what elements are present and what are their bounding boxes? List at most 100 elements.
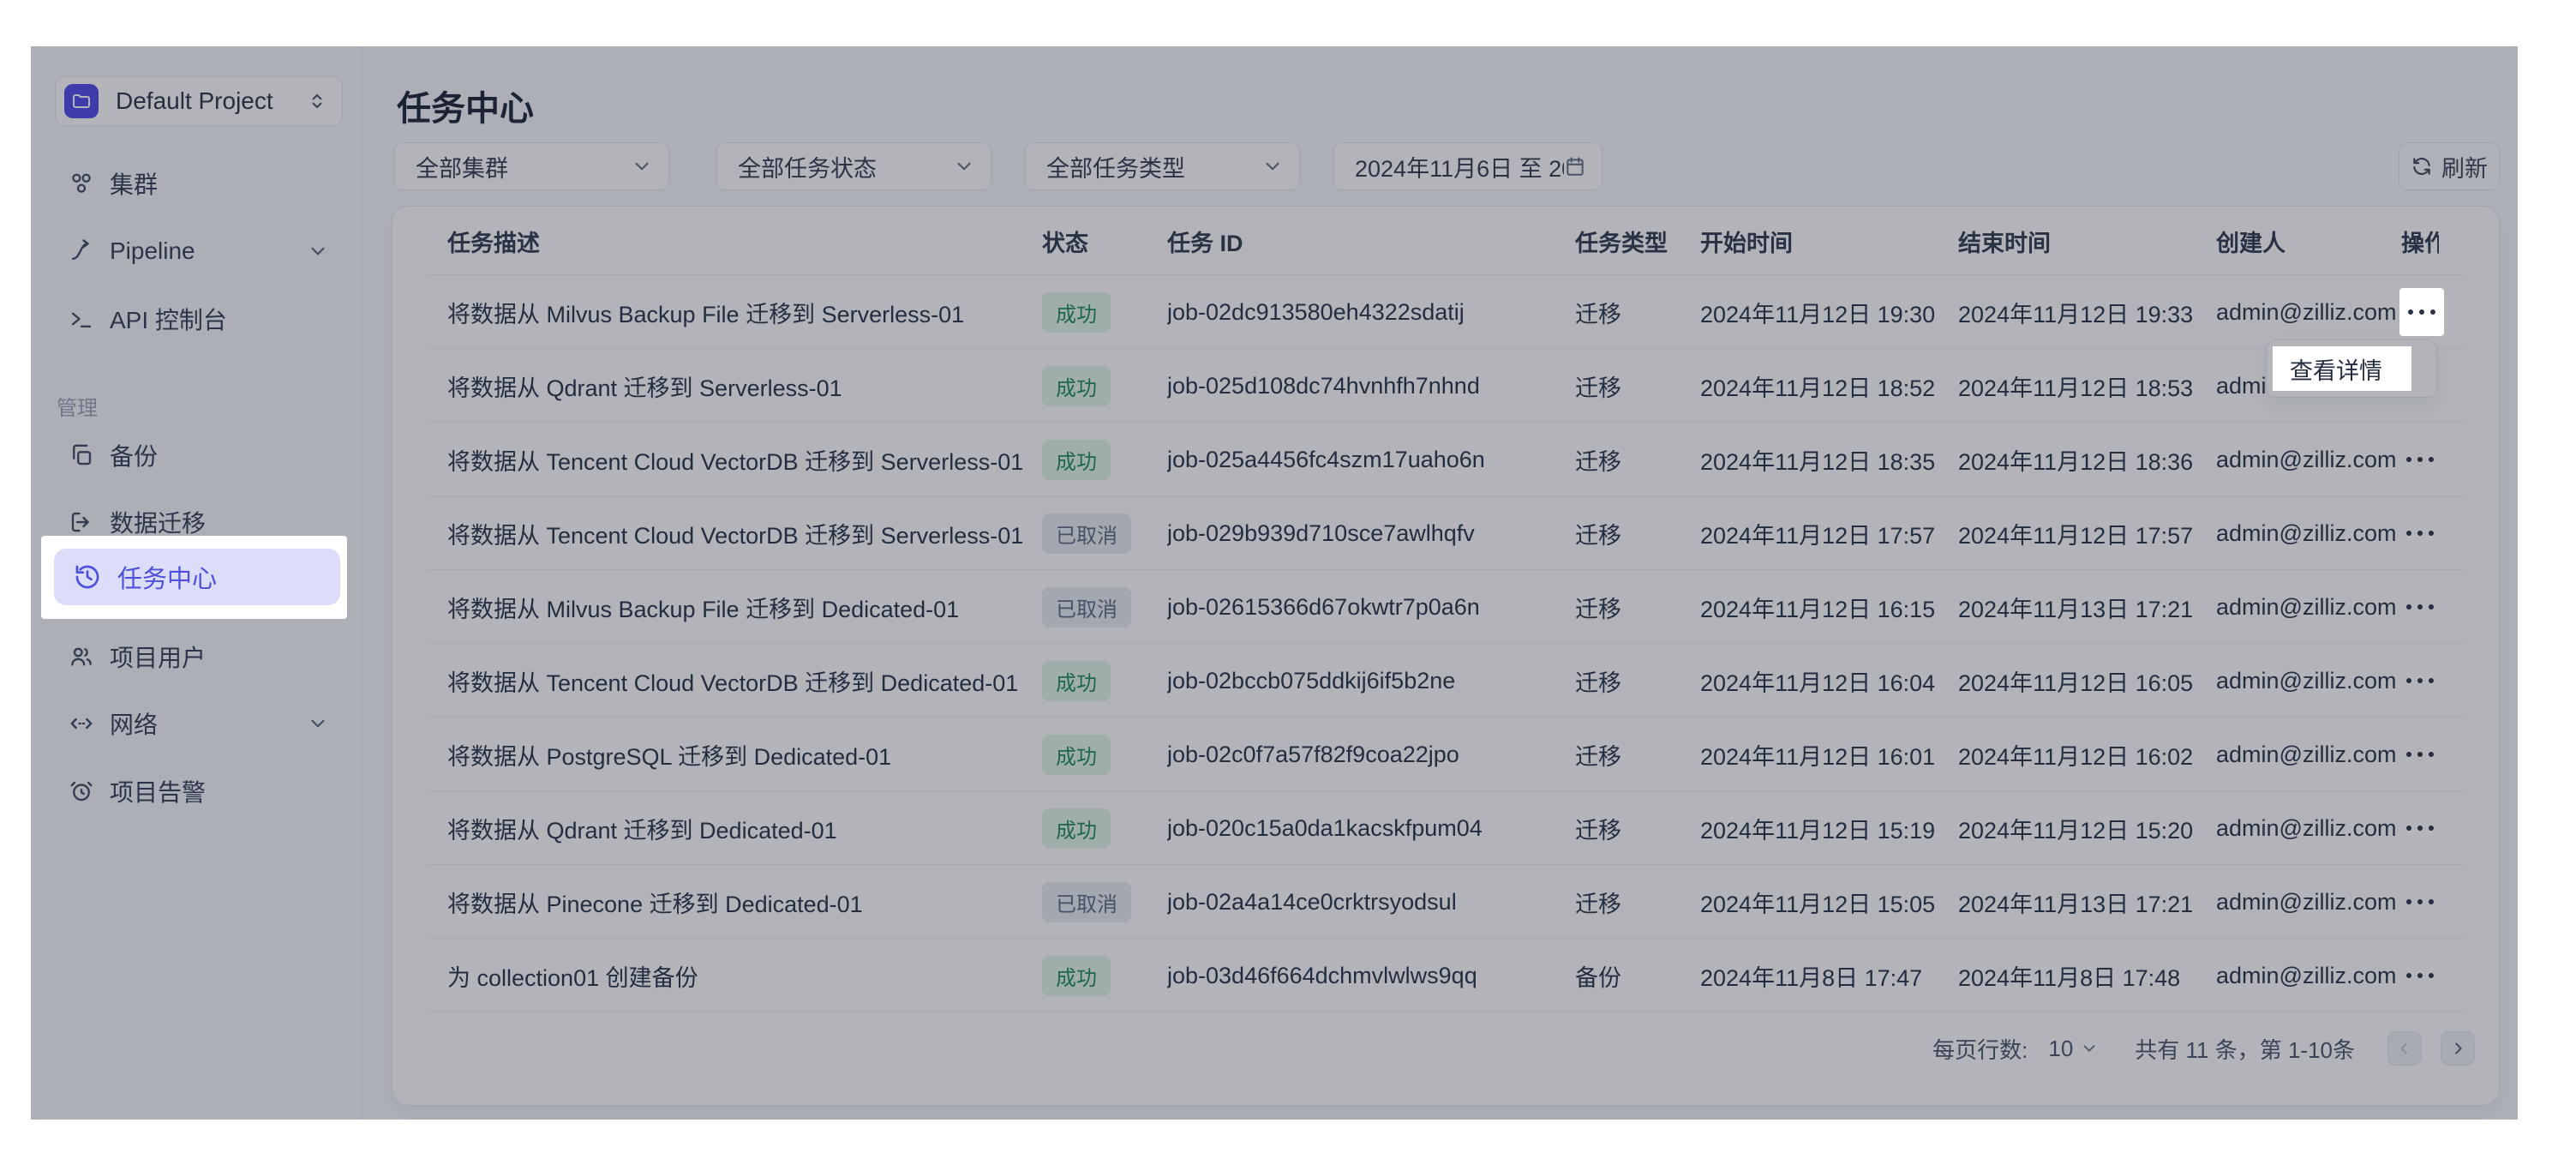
- row-actions-button[interactable]: [2403, 743, 2437, 766]
- cell-action: [2401, 891, 2439, 913]
- row-actions-button[interactable]: [2403, 891, 2437, 913]
- sidebar-item-label: 项目告警: [110, 779, 207, 806]
- cell-task-id: job-02615366d67okwtr7p0a6n: [1167, 593, 1480, 620]
- header-end: 结束时间: [1958, 230, 2051, 256]
- cell-task-id: job-029b939d710sce7awlhqfv: [1167, 519, 1475, 546]
- row-actions-button[interactable]: [2403, 670, 2437, 692]
- cluster-filter-select[interactable]: 全部集群: [394, 142, 669, 190]
- cell-start-time: 2024年11月12日 19:30: [1700, 301, 1936, 327]
- prev-page-button[interactable]: [2387, 1031, 2422, 1066]
- cell-start-time: 2024年11月8日 17:47: [1700, 964, 1923, 991]
- row-actions-button[interactable]: [2403, 964, 2437, 987]
- cell-action: [2401, 670, 2439, 692]
- date-range-picker[interactable]: 2024年11月6日 至 20...: [1333, 142, 1603, 190]
- cell-task-type: 迁移: [1575, 743, 1621, 770]
- cell-task-id: job-025a4456fc4szm17uaho6n: [1167, 446, 1485, 472]
- chevron-down-icon: [631, 155, 653, 177]
- sidebar-item-api-console[interactable]: API 控制台: [51, 294, 343, 344]
- cluster-icon: [69, 171, 94, 196]
- cell-end-time: 2024年11月8日 17:48: [1958, 964, 2181, 991]
- cell-task-type: 迁移: [1575, 817, 1621, 844]
- cell-action: [2401, 743, 2439, 766]
- cell-start-time: 2024年11月12日 16:04: [1700, 670, 1936, 696]
- status-badge: 成功: [1042, 660, 1111, 701]
- status-badge: 成功: [1042, 808, 1111, 849]
- cell-action: [2401, 448, 2439, 471]
- cell-start-time: 2024年11月12日 18:52: [1700, 375, 1936, 401]
- sidebar-item-data-migration[interactable]: 数据迁移: [51, 497, 343, 547]
- app-window: Default Project 集群 Pipeline: [31, 46, 2518, 1120]
- history-clock-icon: [73, 562, 102, 592]
- status-filter-value: 全部任务状态: [738, 155, 877, 182]
- cell-status: 已取消: [1042, 513, 1167, 554]
- cell-task-type: 迁移: [1575, 670, 1621, 696]
- sidebar-item-task-center-active[interactable]: 任务中心: [54, 549, 340, 605]
- refresh-label: 刷新: [2441, 155, 2488, 182]
- pipeline-icon: [69, 238, 94, 264]
- sidebar-item-clusters[interactable]: 集群: [51, 159, 343, 208]
- type-filter-select[interactable]: 全部任务类型: [1025, 142, 1300, 190]
- rows-per-page-select[interactable]: 10: [2048, 1036, 2099, 1062]
- row-actions-button[interactable]: [2403, 522, 2437, 544]
- sidebar-item-label: 项目用户: [110, 645, 207, 671]
- cell-creator: admin@zilliz.com: [2216, 962, 2397, 988]
- row-actions-button-spotlight[interactable]: [2399, 288, 2444, 336]
- table-row: 将数据从 Tencent Cloud VectorDB 迁移到 Serverle…: [392, 423, 2499, 496]
- cell-status: 成功: [1042, 734, 1167, 775]
- table-row: 将数据从 Qdrant 迁移到 Serverless-01 成功 job-025…: [392, 349, 2499, 423]
- sidebar-item-label: 集群: [110, 171, 159, 198]
- cell-end-time: 2024年11月13日 17:21: [1958, 596, 2194, 622]
- cell-task-type: 迁移: [1575, 301, 1621, 327]
- row-actions-button[interactable]: [2403, 817, 2437, 839]
- sidebar-item-label: 网络: [110, 712, 159, 738]
- cell-end-time: 2024年11月12日 15:20: [1958, 817, 2194, 844]
- rows-per-page-value: 10: [2048, 1035, 2074, 1061]
- sidebar-item-pipeline[interactable]: Pipeline: [51, 226, 343, 276]
- sidebar-item-project-users[interactable]: 项目用户: [51, 632, 343, 682]
- status-filter-select[interactable]: 全部任务状态: [716, 142, 991, 190]
- refresh-button[interactable]: 刷新: [2399, 142, 2500, 190]
- cell-end-time: 2024年11月12日 18:53: [1958, 375, 2194, 401]
- chevron-down-icon: [2083, 1045, 2095, 1052]
- sidebar-item-label: 任务中心: [117, 566, 218, 593]
- cell-start-time: 2024年11月12日 17:57: [1700, 522, 1936, 549]
- copy-icon: [69, 442, 94, 468]
- network-icon: [69, 711, 94, 736]
- cell-creator: admin@zilliz.com: [2216, 593, 2397, 620]
- next-page-button[interactable]: [2441, 1031, 2475, 1066]
- table-row: 将数据从 Pinecone 迁移到 Dedicated-01 已取消 job-0…: [392, 865, 2499, 939]
- project-folder-icon: [64, 84, 99, 118]
- cell-end-time: 2024年11月13日 17:21: [1958, 891, 2194, 917]
- header-start: 开始时间: [1700, 230, 1793, 256]
- cell-task-id: job-02a4a14ce0crktrsyodsul: [1167, 888, 1457, 915]
- table-row: 为 collection01 创建备份 成功 job-03d46f664dchm…: [392, 939, 2499, 1012]
- cell-start-time: 2024年11月12日 18:35: [1700, 448, 1936, 475]
- calendar-icon: [1564, 155, 1586, 177]
- sidebar-item-backup[interactable]: 备份: [51, 430, 343, 480]
- cell-task-desc: 将数据从 Milvus Backup File 迁移到 Dedicated-01: [447, 596, 960, 622]
- status-badge: 成功: [1042, 734, 1111, 775]
- view-details-spotlight[interactable]: 查看详情: [2273, 346, 2411, 391]
- cell-task-desc: 将数据从 Tencent Cloud VectorDB 迁移到 Serverle…: [447, 448, 1024, 475]
- sidebar-item-label: API 控制台: [110, 307, 227, 333]
- cell-end-time: 2024年11月12日 18:36: [1958, 448, 2194, 475]
- status-badge: 成功: [1042, 365, 1111, 406]
- cell-creator: admin@zilliz.com: [2216, 888, 2397, 915]
- row-actions-button[interactable]: [2403, 596, 2437, 618]
- cell-task-id: job-020c15a0da1kacskfpum04: [1167, 814, 1483, 841]
- view-details-label: 查看详情: [2290, 357, 2382, 384]
- cell-task-desc: 将数据从 PostgreSQL 迁移到 Dedicated-01: [447, 743, 892, 770]
- sidebar-item-project-alerts[interactable]: 项目告警: [51, 766, 343, 816]
- pagination-summary: 共有 11 条，第 1-10条: [2135, 1036, 2355, 1063]
- cell-task-desc: 将数据从 Tencent Cloud VectorDB 迁移到 Dedicate…: [447, 670, 1019, 696]
- cell-creator: admin@zilliz.com: [2216, 519, 2397, 546]
- cell-start-time: 2024年11月12日 15:05: [1700, 891, 1936, 917]
- cell-task-type: 迁移: [1575, 891, 1621, 917]
- cell-task-id: job-02dc913580eh4322sdatij: [1167, 298, 1465, 325]
- alarm-icon: [69, 778, 94, 804]
- project-selector[interactable]: Default Project: [55, 76, 343, 126]
- sidebar-item-network[interactable]: 网络: [51, 699, 343, 748]
- users-icon: [69, 644, 94, 670]
- row-actions-button[interactable]: [2403, 448, 2437, 471]
